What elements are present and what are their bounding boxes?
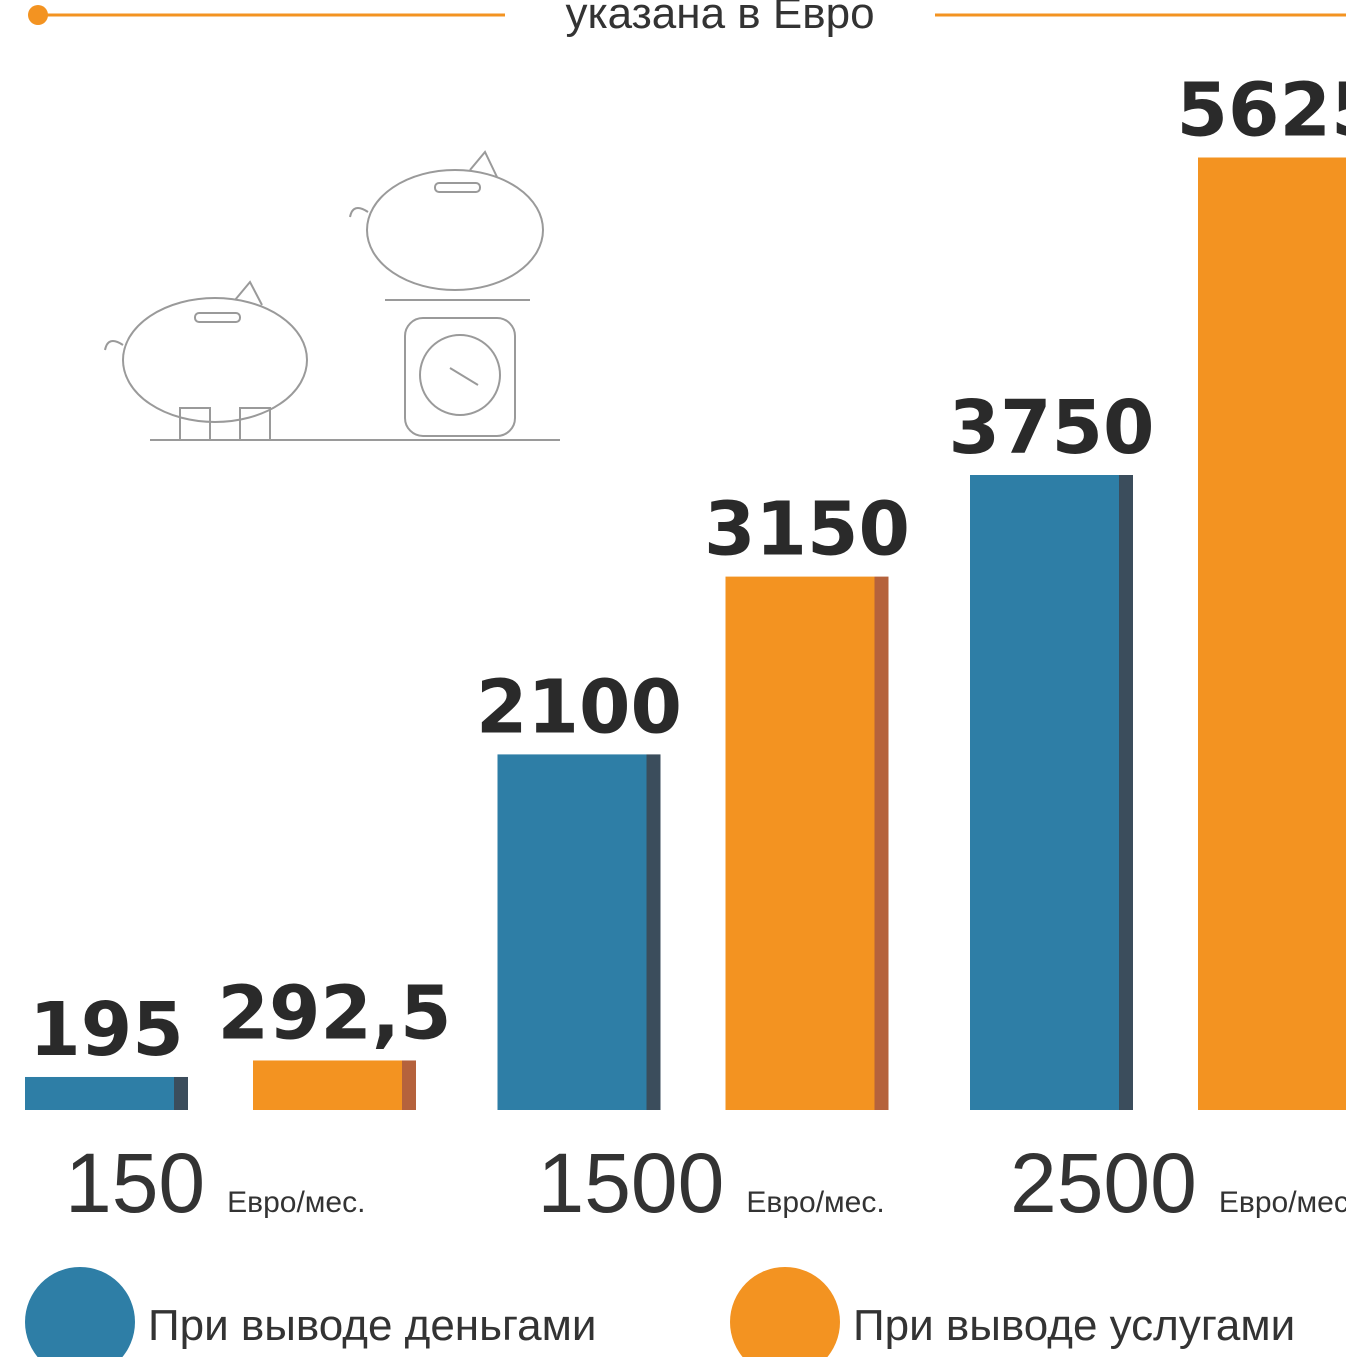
bar <box>25 1077 188 1110</box>
bar <box>970 475 1133 1110</box>
unit-label: Евро/мес. <box>227 1186 365 1219</box>
piggy-illustration <box>105 152 560 440</box>
bar <box>726 577 889 1110</box>
x-tick-label: 2500 <box>1010 1136 1197 1230</box>
bar <box>1198 158 1346 1111</box>
x-tick-label: 1500 <box>538 1136 725 1230</box>
value-label: 195 <box>29 987 183 1073</box>
chart: указана в Евро 150 Евро/мес. 1500 Евро/мес.… <box>0 0 1346 1357</box>
legend-label: При выводе деньгами <box>148 1301 596 1350</box>
unit-label: Евро/мес. <box>746 1186 884 1219</box>
value-label: 3750 <box>949 385 1155 471</box>
bar <box>253 1060 416 1110</box>
chart-subtitle: указана в Евро <box>565 0 874 38</box>
value-label: 3150 <box>704 487 910 573</box>
value-label: 5625 <box>1177 68 1346 154</box>
bar <box>498 754 661 1110</box>
legend-label: При выводе услугами <box>853 1301 1295 1350</box>
unit-label: Евро/мес. <box>1219 1186 1346 1219</box>
legend-icon <box>730 1267 840 1357</box>
value-label: 2100 <box>476 664 682 750</box>
value-label: 292,5 <box>217 970 451 1056</box>
x-tick-label: 150 <box>65 1136 205 1230</box>
legend-icon <box>25 1267 135 1357</box>
header-dot <box>28 5 48 25</box>
